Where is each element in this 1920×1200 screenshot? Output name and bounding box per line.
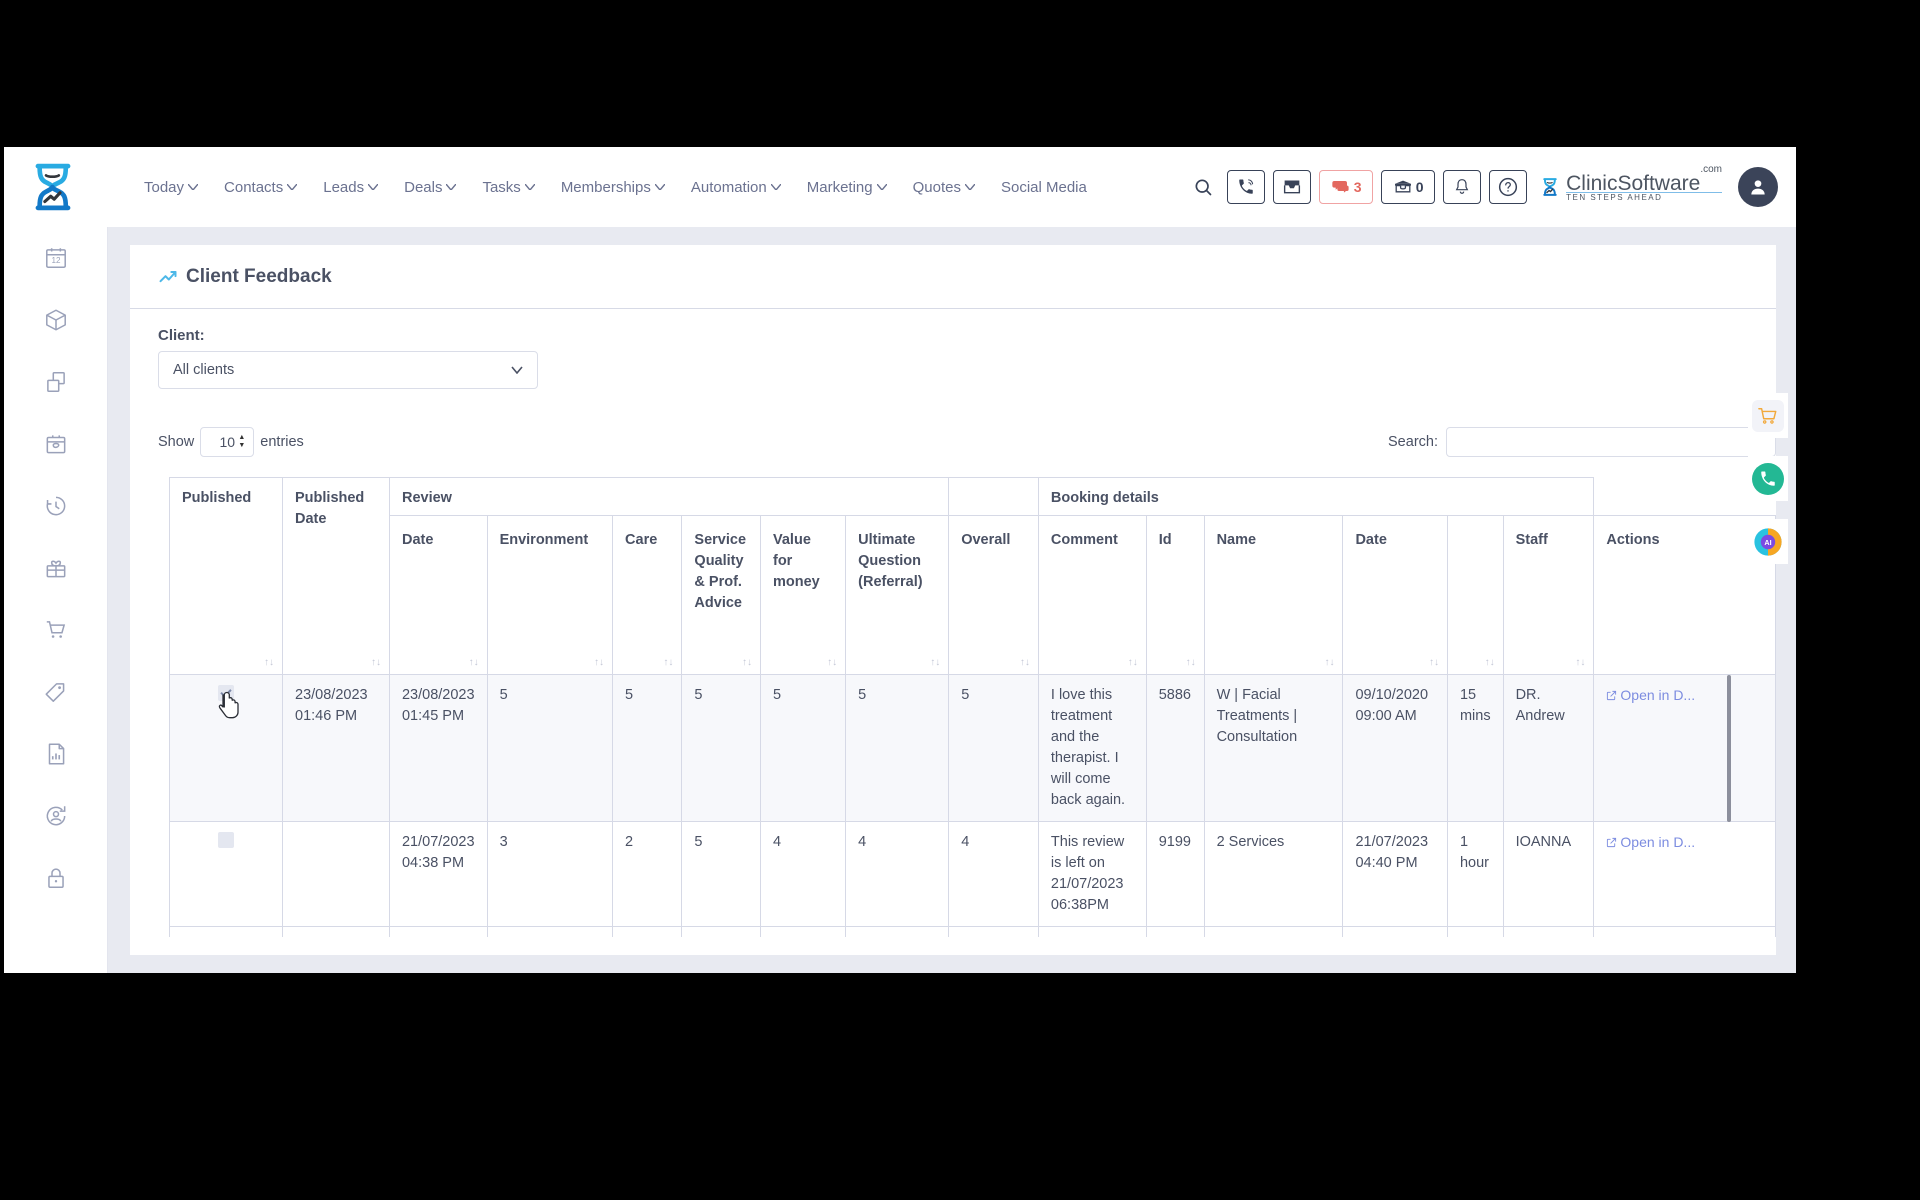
svg-text:AI: AI (1764, 538, 1771, 547)
svg-text:12: 12 (51, 256, 61, 265)
